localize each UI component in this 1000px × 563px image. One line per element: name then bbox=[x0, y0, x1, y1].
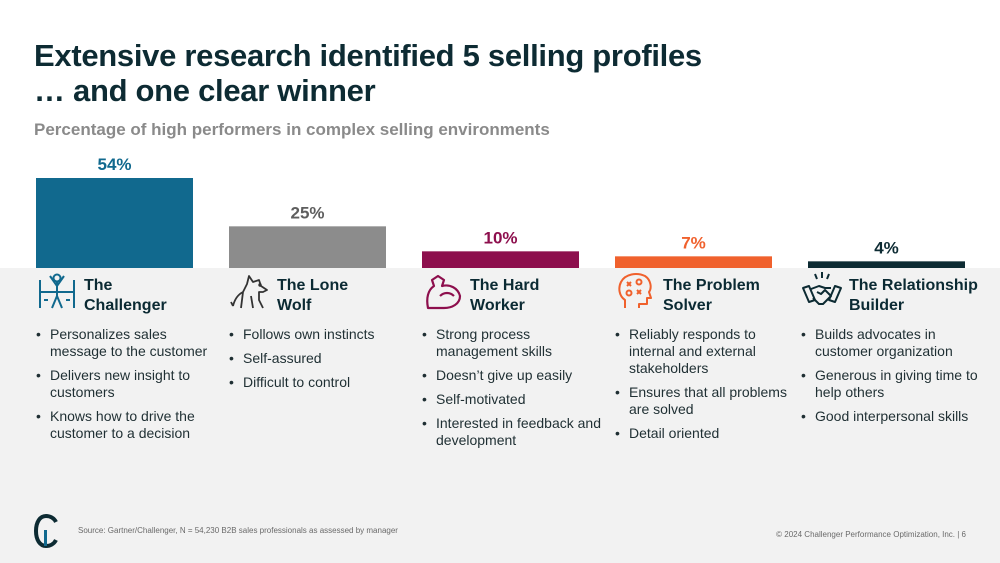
profile-traits: Strong process management skills Doesn’t… bbox=[422, 326, 602, 456]
source-note: Source: Gartner/Challenger, N = 54,230 B… bbox=[78, 526, 398, 535]
bar-value-label: 4% bbox=[874, 238, 899, 257]
trait-item: Interested in feedback and development bbox=[422, 415, 602, 449]
bar-the-lone-wolf bbox=[229, 226, 386, 268]
trait-item: Difficult to control bbox=[229, 374, 409, 391]
trait-item: Detail oriented bbox=[615, 425, 795, 442]
bar-value-label: 7% bbox=[681, 233, 706, 252]
profile-traits: Reliably responds to internal and extern… bbox=[615, 326, 795, 449]
profile-traits: Follows own instincts Self-assured Diffi… bbox=[229, 326, 409, 398]
trait-item: Reliably responds to internal and extern… bbox=[615, 326, 795, 377]
bar-the-problem-solver bbox=[615, 256, 772, 268]
handshake-icon bbox=[802, 272, 842, 305]
bar-value-label: 54% bbox=[97, 155, 131, 174]
profile-name: The Problem Solver bbox=[663, 277, 760, 314]
flexed-arm-icon bbox=[426, 274, 462, 310]
bar-value-label: 10% bbox=[483, 228, 517, 247]
trait-item: Follows own instincts bbox=[229, 326, 409, 343]
profile-name: The Challenger bbox=[84, 277, 167, 314]
head-strategy-icon bbox=[618, 273, 652, 308]
trait-item: Builds advocates in customer organizatio… bbox=[801, 326, 981, 360]
wolf-icon bbox=[230, 275, 268, 309]
bar-the-challenger bbox=[36, 178, 193, 268]
trait-item: Ensures that all problems are solved bbox=[615, 384, 795, 418]
trait-item: Self-motivated bbox=[422, 391, 602, 408]
trait-item: Generous in giving time to help others bbox=[801, 367, 981, 401]
challenger-person-icon bbox=[39, 273, 75, 309]
trait-item: Good interpersonal skills bbox=[801, 408, 981, 425]
bar-the-relationship-builder bbox=[808, 261, 965, 268]
challenger-c-logo bbox=[34, 514, 58, 548]
title-line-1: Extensive research identified 5 selling … bbox=[34, 38, 702, 73]
trait-item: Strong process management skills bbox=[422, 326, 602, 360]
trait-item: Doesn’t give up easily bbox=[422, 367, 602, 384]
profile-name: The Hard Worker bbox=[470, 277, 540, 314]
page-title: Extensive research identified 5 selling … bbox=[34, 38, 934, 108]
profile-traits: Builds advocates in customer organizatio… bbox=[801, 326, 981, 432]
bar-value-label: 25% bbox=[290, 203, 324, 222]
profile-traits: Personalizes sales message to the custom… bbox=[36, 326, 216, 449]
bar-chart: 54% 25% 10% 7% 4% bbox=[36, 155, 965, 268]
trait-item: Knows how to drive the customer to a dec… bbox=[36, 408, 216, 442]
profile-name: The Relationship Builder bbox=[849, 277, 978, 314]
bar-the-hard-worker bbox=[422, 251, 579, 268]
trait-item: Self-assured bbox=[229, 350, 409, 367]
chart-subtitle: Percentage of high performers in complex… bbox=[34, 120, 550, 139]
trait-item: Delivers new insight to customers bbox=[36, 367, 216, 401]
trait-item: Personalizes sales message to the custom… bbox=[36, 326, 216, 360]
copyright-note: © 2024 Challenger Performance Optimizati… bbox=[776, 530, 966, 539]
title-line-2: … and one clear winner bbox=[34, 73, 376, 108]
profile-name: The Lone Wolf bbox=[277, 277, 349, 314]
